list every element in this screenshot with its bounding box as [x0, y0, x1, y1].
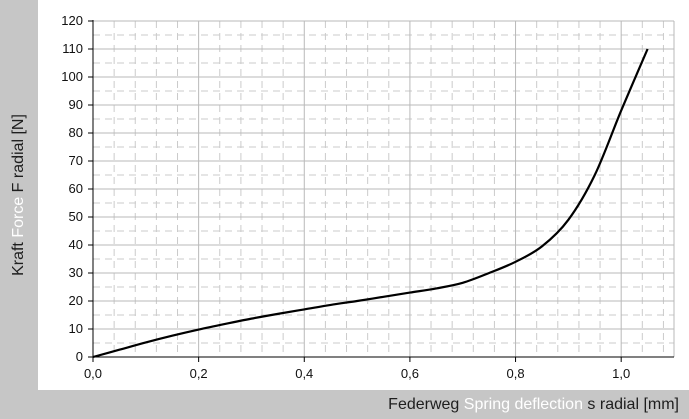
y-tick-label: 110	[62, 41, 83, 56]
x-axis-title-en: Spring deflection	[463, 396, 583, 413]
x-tick-label: 0,8	[507, 366, 525, 381]
y-tick-label: 80	[69, 125, 83, 140]
y-axis-title-de: Kraft	[10, 242, 27, 276]
grid	[93, 20, 675, 357]
x-axis-title-de: Federweg	[388, 396, 460, 413]
y-tick-label: 20	[69, 293, 83, 308]
y-tick-label: 0	[76, 349, 83, 364]
y-axis-title-en: Force	[10, 196, 27, 238]
x-axis-title: Federweg Spring deflection s radial [mm]	[388, 396, 679, 414]
chart: 0 10 20 30 40 50 60 70 80 90 100 110 120 0,0 0,2 0,4 0,6…	[61, 13, 675, 381]
y-tick-label: 60	[69, 181, 83, 196]
y-tick-label: 120	[61, 13, 83, 28]
y-axis-title-area: Kraft Force F radial [N]	[0, 0, 38, 390]
series-line	[92, 48, 649, 359]
y-tick-label: 10	[69, 321, 83, 336]
y-tick-label: 50	[69, 209, 83, 224]
y-tick-label: 40	[69, 237, 83, 252]
y-axis-title: Kraft Force F radial [N]	[10, 114, 28, 276]
x-tick-label: 0,6	[401, 366, 419, 381]
y-tick-label: 100	[61, 69, 83, 84]
x-tick-label: 0,0	[84, 366, 102, 381]
tick-labels: 0 10 20 30 40 50 60 70 80 90 100 110 120 0,0 0,2 0,4 0,6…	[61, 13, 630, 381]
y-tick-label: 30	[69, 265, 83, 280]
x-tick-label: 0,2	[190, 366, 208, 381]
plot-area: 0 10 20 30 40 50 60 70 80 90 100 110 120 0,0 0,2 0,4 0,6…	[38, 0, 689, 390]
x-tick-label: 0,4	[295, 366, 313, 381]
y-tick-label: 70	[69, 153, 83, 168]
series	[92, 48, 649, 359]
y-tick-label: 90	[69, 97, 83, 112]
x-tick-label: 1,0	[612, 366, 630, 381]
y-axis-title-symbol: F radial [N]	[10, 114, 27, 193]
axes	[88, 20, 674, 362]
x-axis-title-symbol: s radial [mm]	[587, 396, 679, 413]
